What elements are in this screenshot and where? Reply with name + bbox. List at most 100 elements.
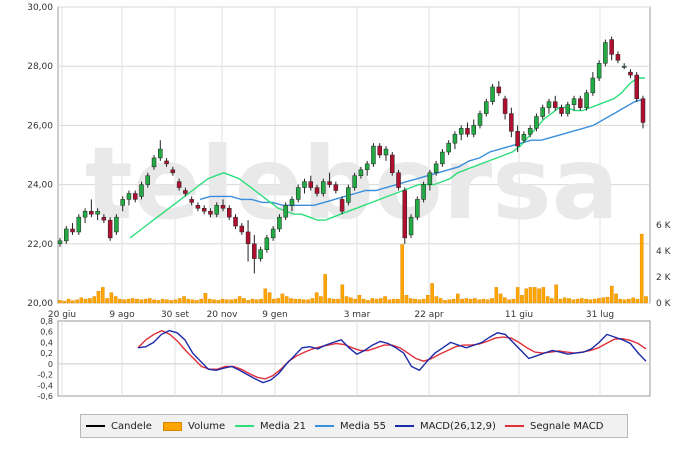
volume-bar [597,298,601,304]
volume-bar [524,288,529,304]
candle-down [164,160,169,165]
candle-up [364,163,370,171]
candle-up [295,187,301,200]
volume-bar [413,298,417,304]
candle-up [151,157,157,168]
volume-bar [207,298,212,304]
candle-down [634,74,639,100]
volume-bar [562,297,567,304]
candle-up [540,107,545,117]
candle-down [327,181,332,185]
volume-bar [391,298,396,304]
volume-bar [109,292,114,304]
volume-bar [618,298,623,304]
volume-bar [353,298,357,304]
legend-swatch-volume [163,421,182,431]
volume-bar [515,287,520,304]
volume-bar [447,299,452,304]
candle-down [377,145,382,156]
volume-bar [550,298,554,304]
candle-up [446,142,451,153]
volume-bar [79,297,84,304]
legend-swatch-ma55 [315,425,334,427]
volume-bar [554,284,558,304]
macd-tick-label: 0,4 [40,338,53,347]
volume-bar [438,298,443,304]
volume-bar [212,299,216,304]
volume-bar [528,287,533,304]
volume-bar [494,287,499,304]
candle-down [396,172,401,188]
candle-down [107,219,113,239]
volume-bar [468,298,473,304]
volume-bar [186,298,191,304]
volume-bar [584,298,588,304]
volume-bar [71,300,75,304]
candle-down [70,228,75,233]
volume-bar [190,299,195,304]
volume-bar [426,295,430,304]
volume-bar [635,298,640,304]
volume-bar [609,285,614,304]
candle-down [339,199,345,212]
candle-up [264,237,270,250]
volume-bar [306,299,310,304]
volume-bar [250,298,255,304]
price-tick-label: 20,00 [27,299,53,309]
volume-bar [567,298,571,304]
candle-up [621,65,627,68]
volume-tick-label: 0 K [656,299,672,309]
candle-up [57,240,63,245]
volume-bar [383,296,387,304]
volume-bar [357,295,362,304]
candle-up [383,148,389,156]
candle-up [590,77,596,94]
macd-tick-label: 0,6 [40,328,53,337]
volume-bar [541,287,546,304]
volume-bar [220,298,225,304]
candle-down [183,190,188,194]
volume-bar [460,298,464,304]
candle-down [496,86,502,94]
volume-bar [336,298,340,304]
volume-bar [182,296,186,304]
volume-bar [199,298,203,304]
volume-bar [302,299,306,304]
volume-bar [297,298,302,304]
volume-bar [481,298,486,304]
volume-bar [592,298,597,304]
legend-swatch-signal [505,425,524,427]
volume-bar [259,298,263,304]
candle-up [302,181,307,188]
candle-up [433,163,439,174]
price-tick-label: 30,00 [27,3,53,13]
volume-bar [314,292,319,304]
volume-bar [323,274,327,304]
volume-bar [374,298,379,304]
date-tick-label: 31 lug [586,310,614,320]
volume-bar [148,298,152,304]
macd-tick-label: -0,6 [37,392,53,401]
volume-bar [237,296,242,304]
candle-down [615,54,621,61]
volume-bar [139,299,144,304]
candle-down [552,101,558,108]
candle-up [521,134,527,141]
volume-bar [263,288,268,304]
volume-bar [537,288,541,304]
date-tick-label: 20 giu [48,310,76,320]
candle-down [509,113,514,132]
volume-bar [165,299,169,304]
volume-bar [507,299,511,304]
candle-up [565,104,571,114]
candle-up [596,62,602,79]
candle-up [120,199,125,206]
candle-up [270,228,276,239]
volume-bar [639,233,644,304]
date-tick-label: 11 giu [505,310,533,320]
candle-up [352,175,357,188]
volume-bar [75,299,79,304]
volume-bar [62,300,67,304]
date-tick-label: 30 set [161,310,190,320]
